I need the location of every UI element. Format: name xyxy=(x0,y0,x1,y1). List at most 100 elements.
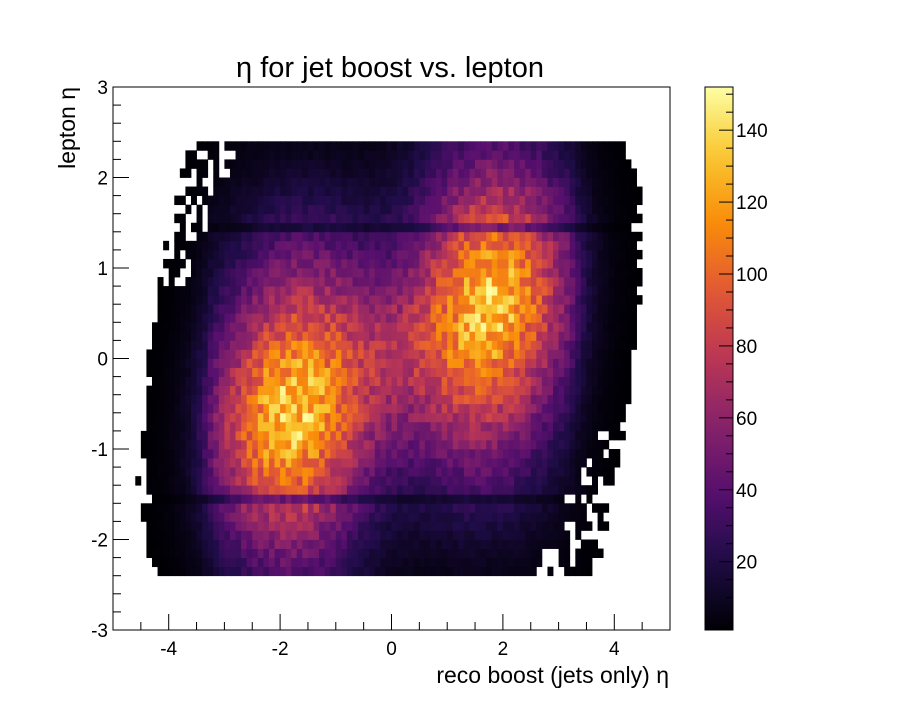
heatmap-cell xyxy=(241,249,248,260)
heatmap-cell xyxy=(257,313,264,323)
heatmap-cell xyxy=(341,159,348,169)
heatmap-cell xyxy=(502,222,509,233)
heatmap-cell xyxy=(530,204,537,215)
heatmap-cell xyxy=(541,521,548,531)
heatmap-cell xyxy=(458,240,465,251)
heatmap-cell xyxy=(296,141,303,151)
heatmap-cell xyxy=(586,349,593,359)
heatmap-cell xyxy=(525,539,532,549)
heatmap-cell xyxy=(397,367,404,377)
heatmap-cell xyxy=(252,394,259,405)
heatmap-cell xyxy=(413,394,420,405)
heatmap-cell xyxy=(185,385,192,396)
heatmap-cell xyxy=(163,521,170,531)
heatmap-cell xyxy=(608,421,615,432)
heatmap-cell xyxy=(575,186,582,196)
heatmap-cell xyxy=(291,367,298,377)
heatmap-cell xyxy=(358,376,365,387)
heatmap-cell xyxy=(486,286,493,296)
heatmap-cell xyxy=(229,322,236,332)
heatmap-cell xyxy=(580,159,587,169)
heatmap-cell xyxy=(502,186,509,196)
heatmap-cell xyxy=(280,449,287,459)
heatmap-cell xyxy=(619,258,626,269)
heatmap-cell xyxy=(502,168,509,178)
heatmap-cell xyxy=(341,286,348,296)
heatmap-cell xyxy=(525,331,532,341)
heatmap-cell xyxy=(224,195,231,206)
heatmap-cell xyxy=(603,467,610,477)
heatmap-cell xyxy=(569,367,576,377)
heatmap-cell xyxy=(463,530,470,540)
heatmap-cell xyxy=(246,403,253,414)
heatmap-cell xyxy=(586,258,593,269)
heatmap-cell xyxy=(352,367,359,377)
heatmap-cell xyxy=(441,367,448,377)
heatmap-cell xyxy=(525,412,532,423)
heatmap-cell xyxy=(547,458,554,468)
heatmap-cell xyxy=(436,439,443,450)
heatmap-cell xyxy=(547,277,554,287)
heatmap-cell xyxy=(168,340,175,350)
heatmap-cell xyxy=(553,476,559,486)
heatmap-cell xyxy=(519,159,526,169)
heatmap-cell xyxy=(218,295,225,305)
heatmap-cell xyxy=(631,249,637,260)
heatmap-cell xyxy=(424,268,431,278)
heatmap-cell xyxy=(218,394,225,405)
heatmap-cell xyxy=(157,277,164,287)
heatmap-cell xyxy=(397,268,404,278)
heatmap-cell xyxy=(163,313,170,323)
heatmap-cell xyxy=(224,385,231,396)
heatmap-cell xyxy=(547,204,554,215)
heatmap-cell xyxy=(536,159,543,169)
heatmap-cell xyxy=(257,268,264,278)
heatmap-cell xyxy=(202,394,209,405)
heatmap-cell xyxy=(291,277,298,287)
heatmap-cell xyxy=(374,331,381,341)
heatmap-cell xyxy=(385,458,392,468)
heatmap-cell xyxy=(397,485,404,495)
heatmap-cell xyxy=(580,186,587,196)
heatmap-cell xyxy=(229,213,236,224)
heatmap-cell xyxy=(541,503,548,513)
heatmap-cell xyxy=(586,204,593,215)
heatmap-cell xyxy=(358,458,365,468)
heatmap-cell xyxy=(458,204,465,215)
heatmap-cell xyxy=(163,449,170,459)
heatmap-cell xyxy=(569,159,576,169)
heatmap-cell xyxy=(580,394,587,405)
heatmap-cell xyxy=(608,159,615,169)
heatmap-cell xyxy=(475,421,482,432)
heatmap-cell xyxy=(436,557,443,568)
heatmap-cell xyxy=(497,322,504,332)
heatmap-cell xyxy=(514,240,521,251)
heatmap-cell xyxy=(168,467,175,477)
heatmap-cell xyxy=(313,539,320,549)
heatmap-cell xyxy=(614,186,621,196)
heatmap-cell xyxy=(424,566,431,577)
heatmap-cell xyxy=(530,249,537,260)
heatmap-cell xyxy=(475,548,482,558)
heatmap-cell xyxy=(274,421,281,432)
heatmap-cell xyxy=(335,458,342,468)
heatmap-cell xyxy=(625,240,632,251)
heatmap-cell xyxy=(168,403,175,414)
heatmap-cell xyxy=(374,458,381,468)
heatmap-cell xyxy=(319,421,326,432)
heatmap-cell xyxy=(213,268,220,278)
heatmap-cell xyxy=(608,467,615,477)
heatmap-cell xyxy=(430,159,437,169)
heatmap-cell xyxy=(603,249,610,260)
heatmap-cell xyxy=(447,467,454,477)
heatmap-cell xyxy=(419,168,426,178)
heatmap-cell xyxy=(330,430,337,441)
colorbar-tick-label: 100 xyxy=(736,265,768,286)
heatmap-cell xyxy=(436,159,443,169)
heatmap-cell xyxy=(486,548,493,558)
heatmap-cell xyxy=(391,485,398,495)
heatmap-cell xyxy=(330,494,337,504)
heatmap-cell xyxy=(363,177,370,187)
heatmap-cell xyxy=(419,322,426,332)
heatmap-cell xyxy=(619,385,626,396)
